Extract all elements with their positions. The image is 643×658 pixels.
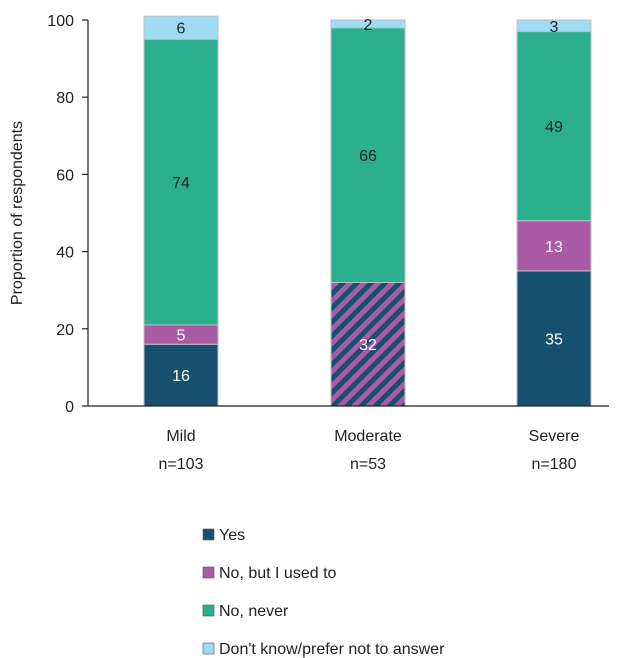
legend-swatch bbox=[202, 566, 215, 579]
data-label: 5 bbox=[177, 328, 186, 345]
legend-label: Don't know/prefer not to answer bbox=[219, 641, 445, 658]
x-tick-sublabel: n=180 bbox=[532, 456, 577, 473]
bar-segment bbox=[516, 270, 592, 407]
data-label: 6 bbox=[177, 21, 186, 38]
x-axis-labels: Mild n=103 Moderate n=53 Severe n=180 bbox=[159, 428, 580, 473]
bar-segment bbox=[143, 38, 219, 326]
data-label: 13 bbox=[545, 239, 563, 256]
y-tick-label: 0 bbox=[65, 399, 74, 416]
legend-swatch bbox=[202, 528, 215, 541]
legend-swatch bbox=[202, 604, 215, 617]
y-tick-label: 80 bbox=[56, 90, 74, 107]
y-axis-ticks: 0 20 40 60 80 100 bbox=[47, 13, 88, 416]
bar-segment bbox=[516, 19, 592, 33]
data-label: 2 bbox=[364, 17, 373, 34]
y-axis-title: Proportion of respondents bbox=[9, 121, 26, 305]
y-tick-label: 40 bbox=[56, 245, 74, 262]
legend-label: No, but I used to bbox=[219, 565, 337, 582]
legend-label: No, never bbox=[219, 603, 289, 620]
y-tick-label: 100 bbox=[47, 13, 74, 30]
data-label: 32 bbox=[359, 337, 377, 354]
x-tick-sublabel: n=103 bbox=[159, 456, 204, 473]
bar-segment bbox=[516, 220, 592, 272]
y-tick-label: 20 bbox=[56, 322, 74, 339]
data-label: 16 bbox=[172, 368, 190, 385]
x-tick-label: Moderate bbox=[334, 428, 402, 445]
bar-segment bbox=[516, 31, 592, 222]
data-label: 49 bbox=[545, 119, 563, 136]
bar-segment bbox=[143, 15, 219, 40]
x-tick-label: Mild bbox=[166, 428, 195, 445]
bars: 16 5 74 6 32 66 2 35 13 49 3 bbox=[143, 15, 592, 407]
bar-segment bbox=[330, 19, 406, 29]
x-tick-sublabel: n=53 bbox=[350, 456, 386, 473]
legend-swatch bbox=[202, 642, 215, 655]
legend: Yes No, but I used to No, never Don't know/… bbox=[202, 527, 445, 658]
data-label: 3 bbox=[550, 19, 559, 36]
data-label: 74 bbox=[172, 175, 190, 192]
y-tick-label: 60 bbox=[56, 167, 74, 184]
data-label: 66 bbox=[359, 148, 377, 165]
x-tick-label: Severe bbox=[529, 428, 580, 445]
legend-label: Yes bbox=[219, 527, 245, 544]
data-label: 35 bbox=[545, 331, 563, 348]
